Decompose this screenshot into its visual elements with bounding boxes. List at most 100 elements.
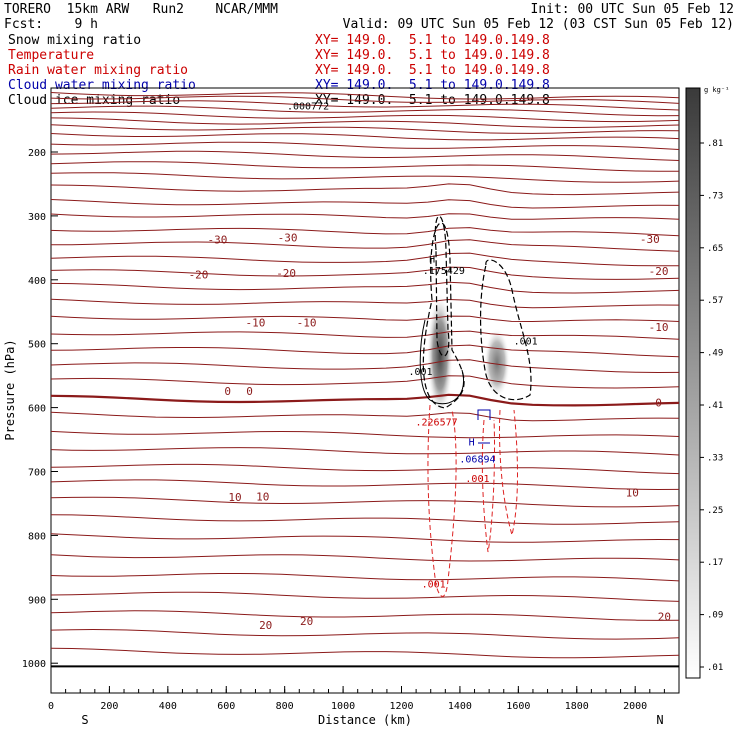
- isotherm-line: [50, 628, 680, 640]
- valid-time: Valid: 09 UTC Sun 05 Feb 12 (03 CST Sun …: [342, 17, 734, 32]
- isotherm-label: 10: [626, 487, 639, 500]
- isotherm-line: [50, 411, 680, 422]
- legend-cloud-water-xy: XY= 149.0. 5.1 to 149.0.149.8: [315, 78, 550, 93]
- isotherm-line: [50, 554, 680, 562]
- isotherm-line: [50, 375, 680, 389]
- isotherm-line: [50, 359, 680, 374]
- x-tick-label: 0: [48, 701, 54, 712]
- isotherm-line: [50, 92, 680, 100]
- colorbar-tick-label: .81: [707, 139, 723, 149]
- colorbar-tick-label: .49: [707, 349, 723, 359]
- y-tick-label: 300: [28, 212, 46, 223]
- x-tick-label: 1600: [506, 701, 530, 712]
- contour-value-label: .06894: [459, 455, 495, 466]
- isotherm-label: 20: [259, 619, 272, 632]
- isotherm-line: [50, 183, 680, 196]
- isotherm-line: [50, 647, 680, 659]
- side-label-south: S: [81, 713, 88, 727]
- colorbar-ticks: .01 .09 .17 .25 .33 .41 .49 .57 .65 .73 .81: [700, 139, 723, 673]
- isotherm-label: -30: [278, 232, 298, 245]
- x-axis-label: Distance (km): [318, 713, 412, 727]
- isotherm-line: [50, 393, 680, 407]
- contour-value-label: H: [469, 437, 475, 448]
- colorbar-tick-label: .17: [707, 558, 723, 568]
- isotherm-label: 10: [228, 491, 241, 504]
- model-title: TORERO 15km ARW Run2 NCAR/MMM: [4, 2, 278, 17]
- isotherm-line: [50, 150, 680, 161]
- cloud-water-contour: [477, 409, 491, 444]
- x-tick-label: 1400: [448, 701, 472, 712]
- y-tick-label: 900: [28, 595, 46, 606]
- isotherm-label: -30: [208, 234, 228, 247]
- plot-frame: [50, 87, 680, 694]
- colorbar-tick-label: .57: [707, 296, 723, 306]
- isotherm-line: [50, 514, 680, 525]
- isotherm-line: [50, 239, 680, 252]
- legend-rain-xy: XY= 149.0. 5.1 to 149.0.149.8: [315, 63, 550, 78]
- isotherm-line: [50, 610, 680, 621]
- isotherm-label: 0: [246, 385, 253, 398]
- legend-cloud-ice-label: Cloud ice mixing ratio: [8, 93, 181, 108]
- isotherm-line: [50, 252, 680, 267]
- colorbar-tick-label: .41: [707, 401, 723, 411]
- isotherm-line: [50, 430, 680, 439]
- contour-value-label: .175429: [423, 266, 465, 277]
- x-tick-label: 200: [100, 701, 118, 712]
- isotherm-label: -20: [276, 267, 296, 280]
- y-tick-label: 800: [28, 531, 46, 542]
- forecast-hour: Fcst: 9 h: [4, 17, 98, 32]
- isotherm-line: [50, 479, 680, 491]
- rain-contour-main: [427, 404, 457, 597]
- isotherm-label: 20: [300, 615, 313, 628]
- snow-shading-main: [427, 293, 453, 417]
- colorbar-units: g kg⁻¹: [704, 86, 729, 94]
- y-tick-label: 1000: [22, 659, 46, 670]
- isotherm-line: [50, 124, 680, 134]
- isotherm-label: 10: [256, 490, 269, 503]
- isotherm-line: [50, 227, 680, 237]
- legend-temperature-xy: XY= 149.0. 5.1 to 149.0.149.8: [315, 48, 550, 63]
- legend-snow-xy: XY= 149.0. 5.1 to 149.0.149.8: [315, 33, 550, 48]
- colorbar-tick-label: .73: [707, 191, 723, 201]
- colorbar-tick-label: .25: [707, 506, 723, 516]
- cloud-ice-contour-core: [434, 215, 450, 357]
- isotherm-line: [50, 95, 680, 104]
- mixing-ratio-contours: [419, 215, 532, 597]
- x-tick-label: 2000: [623, 701, 647, 712]
- contour-labels: .000772H.175429.001.001.226577H.06894.00…: [287, 101, 538, 590]
- legend-cloud-water-label: Cloud water mixing ratio: [8, 78, 196, 93]
- isotherm-line: [50, 447, 680, 456]
- isotherm-line: [50, 298, 680, 309]
- isotherm-line: [50, 496, 680, 508]
- side-label-north: N: [656, 713, 663, 727]
- y-tick-label: 600: [28, 404, 46, 415]
- isotherm-line: [50, 533, 680, 543]
- isotherm-label: -20: [189, 269, 209, 282]
- y-tick-label: 200: [28, 148, 46, 159]
- contour-value-label: H: [429, 255, 435, 266]
- isotherm-line: [50, 315, 680, 323]
- rain-contour-tertiary: [499, 409, 518, 536]
- x-axis: 0 200 400 600 800 1000 1200 1400 1600 1800 2000: [48, 686, 680, 712]
- isotherm-label: -30: [640, 233, 660, 246]
- isotherm-line: [50, 105, 680, 117]
- isotherm-line: [50, 141, 680, 150]
- legend-temperature-label: Temperature: [8, 48, 95, 63]
- x-tick-label: 1000: [331, 701, 355, 712]
- contour-value-label: .226577: [415, 418, 457, 429]
- x-tick-label: 600: [217, 701, 235, 712]
- contour-value-label: .001: [408, 367, 432, 378]
- isotherm-label: -20: [649, 265, 669, 278]
- isotherm-line: [50, 591, 680, 602]
- contour-value-label: .001: [422, 579, 446, 590]
- rain-contour-secondary: [481, 419, 496, 553]
- init-time: Init: 00 UTC Sun 05 Feb 12: [530, 2, 735, 17]
- x-tick-label: 1200: [389, 701, 413, 712]
- isotherm-label: -10: [246, 317, 266, 330]
- isotherm-line: [50, 117, 680, 129]
- snow-contour: [419, 319, 465, 405]
- temperature-contours: [50, 92, 680, 668]
- x-tick-label: 400: [159, 701, 177, 712]
- isotherm-line: [50, 463, 680, 475]
- contour-value-label: .000772: [287, 101, 329, 112]
